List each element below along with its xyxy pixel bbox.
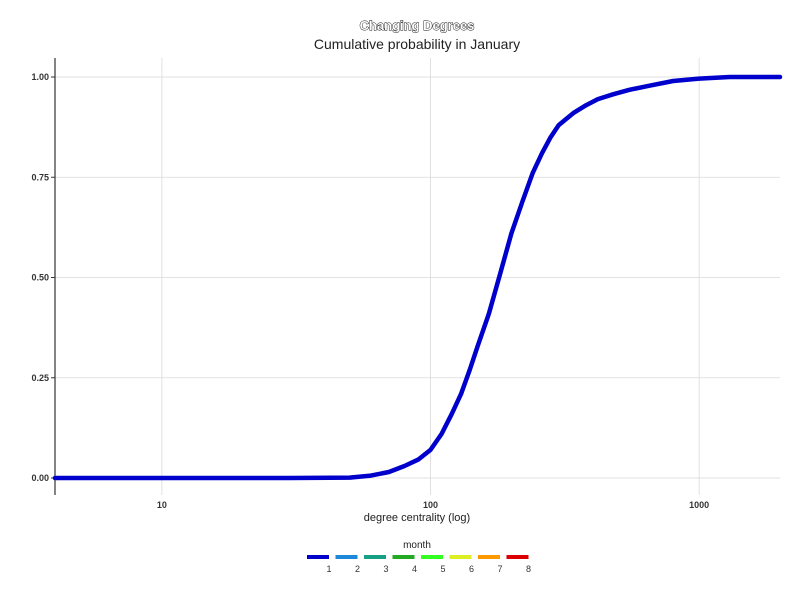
series-layer: [52, 74, 783, 481]
y-tick-label: 0.75: [31, 172, 49, 182]
chart-title: Changing Degrees: [360, 18, 475, 33]
chart-subtitle: Cumulative probability in January: [314, 36, 520, 52]
grid: [55, 58, 780, 495]
legend-label-month-8: 8: [526, 564, 531, 574]
y-tick-label: 0.50: [31, 273, 49, 283]
x-tick-label: 100: [423, 500, 438, 510]
y-tick-label: 0.00: [31, 473, 49, 483]
legend-label-month-3: 3: [383, 564, 388, 574]
x-tick-label: 10: [157, 500, 167, 510]
legend: month 1 2 3 4 5 6 7 8: [307, 540, 531, 574]
x-tick-label: 1000: [689, 500, 709, 510]
legend-label-month-2: 2: [355, 564, 360, 574]
legend-label-month-7: 7: [497, 564, 502, 574]
legend-title: month: [403, 540, 431, 551]
axes: 0.00 0.25 0.50 0.75 1.00 10 100 1000: [31, 58, 709, 510]
legend-label-month-4: 4: [412, 564, 417, 574]
legend-label-month-6: 6: [469, 564, 474, 574]
y-tick-label: 0.25: [31, 373, 49, 383]
legend-label-month-5: 5: [440, 564, 445, 574]
legend-label-month-1: 1: [326, 564, 331, 574]
series-line-month-1: [52, 74, 783, 481]
y-tick-label: 1.00: [31, 72, 49, 82]
x-axis-label: degree centrality (log): [364, 512, 470, 524]
